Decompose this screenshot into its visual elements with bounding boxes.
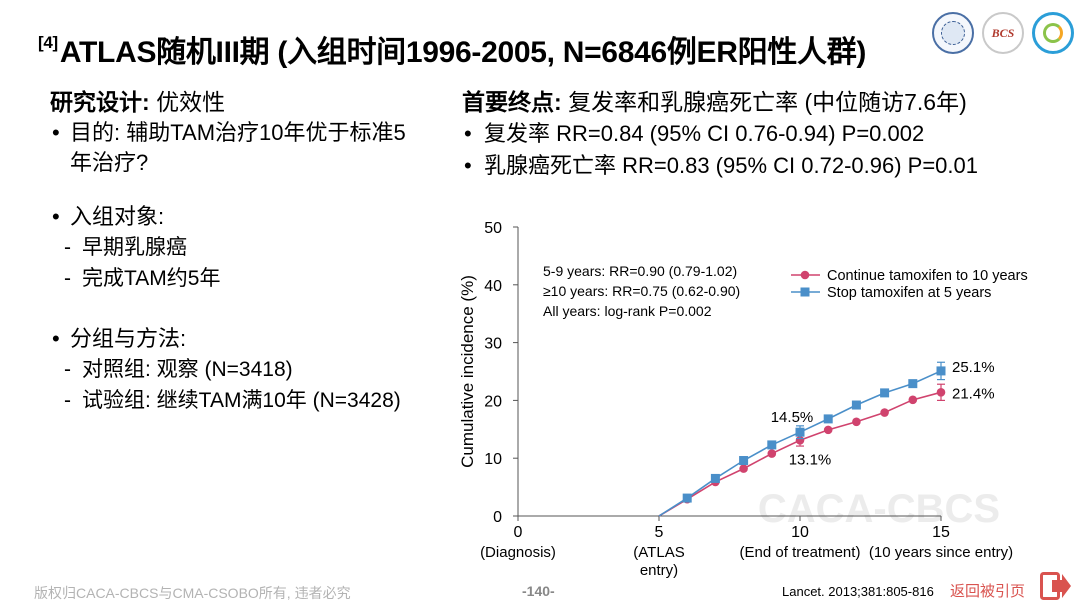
y-tick-label: 10 xyxy=(484,451,502,468)
endpoint-label: 首要终点: xyxy=(462,89,562,115)
cumulative-incidence-chart: CACA-CBCS 0 10 20 30 40 50 0 (Diagnosis) 5 (ATLASe… xyxy=(458,220,1028,579)
reference-tag: [4] xyxy=(38,33,58,52)
mortality-result: 乳腺癌死亡率 RR=0.83 (95% CI 0.72-0.96) P=0.01 xyxy=(462,150,1072,182)
y-axis-label: Cumulative incidence (%) xyxy=(458,275,477,468)
x-tick-sublabel: (10 years since entry) xyxy=(869,544,1013,561)
group-item: 对照组: 观察 (N=3418) xyxy=(50,354,440,385)
x-tick-label: 10 xyxy=(791,524,809,541)
page-number: -140- xyxy=(522,583,555,599)
x-tick-sublabel: entry) xyxy=(640,562,678,579)
y-tick-label: 30 xyxy=(484,336,502,353)
value-label: 25.1% xyxy=(952,359,995,376)
data-point xyxy=(880,388,890,398)
legend-label: Stop tamoxifen at 5 years xyxy=(827,285,991,301)
value-label: 21.4% xyxy=(952,385,995,402)
y-tick-label: 40 xyxy=(484,278,502,295)
citation-reference: Lancet. 2013;381:805-816 xyxy=(782,584,934,599)
recurrence-result: 复发率 RR=0.84 (95% CI 0.76-0.94) P=0.002 xyxy=(462,118,1072,150)
data-point xyxy=(767,440,777,450)
data-point xyxy=(851,400,861,410)
study-design-section: 研究设计: 优效性 目的: 辅助TAM治疗10年优于标准5年治疗? 入组对象: … xyxy=(50,86,440,416)
data-point xyxy=(739,456,749,466)
endpoint-value: 复发率和乳腺癌死亡率 (中位随访7.6年) xyxy=(568,89,967,115)
logo-group: BCS xyxy=(932,12,1074,54)
subjects-bullet: 入组对象: xyxy=(50,202,440,232)
page-title: [4]ATLAS随机III期 (入组时间1996-2005, N=6846例ER… xyxy=(38,27,866,71)
x-tick-sublabel: (Diagnosis) xyxy=(480,544,556,561)
study-design-heading: 研究设计: 优效性 xyxy=(50,86,440,118)
y-tick-label: 0 xyxy=(493,509,502,526)
y-tick-label: 20 xyxy=(484,393,502,410)
study-design-value: 优效性 xyxy=(156,89,226,115)
subject-item: 早期乳腺癌 xyxy=(50,232,440,263)
data-point xyxy=(908,395,918,405)
back-arrow-icon[interactable] xyxy=(1040,572,1072,600)
study-design-label: 研究设计: xyxy=(50,89,150,115)
copyright-notice: 版权归CACA-CBCS与CMA-CSOBO所有, 违者必究 xyxy=(34,585,351,601)
x-tick-label: 15 xyxy=(932,524,950,541)
university-seal-logo xyxy=(932,12,974,54)
data-point xyxy=(823,414,833,424)
data-point xyxy=(767,449,777,458)
data-point xyxy=(908,379,918,389)
purpose-bullet: 目的: 辅助TAM治疗10年优于标准5年治疗? xyxy=(50,118,418,178)
stats-annotation: 5-9 years: RR=0.90 (0.79-1.02) xyxy=(543,263,737,279)
legend-label: Continue tamoxifen to 10 years xyxy=(827,268,1028,284)
legend-marker xyxy=(800,287,810,297)
x-tick-label: 5 xyxy=(655,524,664,541)
data-point xyxy=(682,493,692,503)
bcs-logo-text: BCS xyxy=(991,25,1015,40)
association-logo xyxy=(1032,12,1074,54)
x-tick-label: 0 xyxy=(514,524,523,541)
endpoint-section: 首要终点: 复发率和乳腺癌死亡率 (中位随访7.6年) 复发率 RR=0.84 … xyxy=(462,86,1072,182)
x-tick-sublabel: (End of treatment) xyxy=(740,544,861,561)
data-point xyxy=(936,388,946,397)
watermark-text: CACA-CBCS xyxy=(758,487,1000,531)
groups-bullet: 分组与方法: xyxy=(50,324,440,354)
stats-annotation: ≥10 years: RR=0.75 (0.62-0.90) xyxy=(543,283,740,299)
data-point xyxy=(880,408,889,417)
value-label: 13.1% xyxy=(789,451,832,468)
data-point xyxy=(739,464,748,473)
data-point xyxy=(936,366,946,376)
back-to-referring-page-link[interactable]: 返回被引页 xyxy=(950,583,1026,600)
group-item: 试验组: 继续TAM满10年 (N=3428) xyxy=(50,385,440,416)
data-point xyxy=(710,473,720,483)
legend-marker xyxy=(800,270,810,280)
x-tick-sublabel: (ATLAS xyxy=(633,544,684,561)
stats-annotation: All years: log-rank P=0.002 xyxy=(543,303,712,319)
data-point xyxy=(852,417,861,427)
title-text: ATLAS随机III期 (入组时间1996-2005, N=6846例ER阳性人… xyxy=(59,36,867,69)
subject-item: 完成TAM约5年 xyxy=(50,263,440,294)
endpoint-heading: 首要终点: 复发率和乳腺癌死亡率 (中位随访7.6年) xyxy=(462,86,1072,118)
data-point xyxy=(823,425,833,435)
y-tick-label: 50 xyxy=(484,220,502,237)
bcs-logo: BCS xyxy=(982,12,1024,54)
data-point xyxy=(795,427,805,437)
value-label: 14.5% xyxy=(771,409,814,426)
